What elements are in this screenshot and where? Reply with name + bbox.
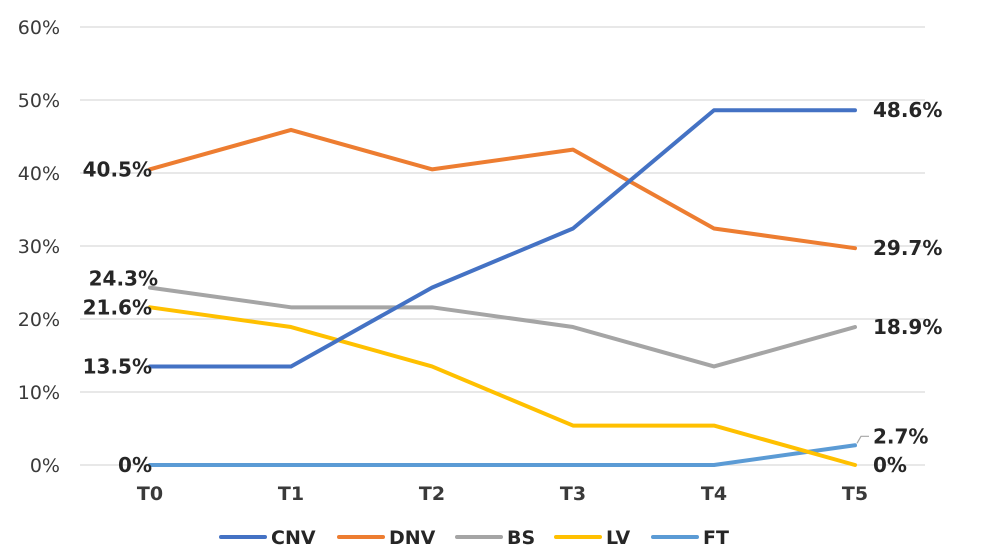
data-label: 18.9% bbox=[873, 315, 942, 339]
y-tick-label: 20% bbox=[18, 309, 60, 331]
x-tick-label: T2 bbox=[419, 483, 445, 505]
y-tick-label: 50% bbox=[18, 90, 60, 112]
legend-label: BS bbox=[507, 527, 535, 549]
y-tick-label: 40% bbox=[18, 163, 60, 185]
series-line-dnv bbox=[148, 127, 857, 251]
data-label: 40.5% bbox=[83, 157, 152, 181]
legend-item-bs: BS bbox=[455, 527, 535, 549]
data-label: 0% bbox=[873, 453, 907, 477]
series-line-lv bbox=[148, 305, 857, 467]
legend-item-ft: FT bbox=[651, 527, 729, 549]
legend: CNV DNV BS LV FT bbox=[219, 527, 729, 549]
x-tick-label: T1 bbox=[278, 483, 304, 505]
series-lines bbox=[148, 108, 857, 467]
data-label: 0% bbox=[118, 453, 152, 477]
y-tick-label: 60% bbox=[18, 17, 60, 39]
x-tick-label: T4 bbox=[701, 483, 727, 505]
data-label: 21.6% bbox=[83, 295, 152, 319]
leader-line bbox=[856, 435, 869, 444]
legend-label: FT bbox=[703, 527, 729, 549]
legend-item-dnv: DNV bbox=[337, 527, 436, 549]
data-label: 29.7% bbox=[873, 236, 942, 260]
legend-label: LV bbox=[606, 527, 630, 549]
y-tick-label: 30% bbox=[18, 236, 60, 258]
data-label: 13.5% bbox=[83, 354, 152, 378]
y-tick-label: 0% bbox=[30, 455, 60, 477]
series-line-bs bbox=[148, 285, 857, 369]
legend-label: CNV bbox=[271, 527, 316, 549]
series-line-ft bbox=[148, 443, 857, 467]
legend-label: DNV bbox=[389, 527, 436, 549]
data-label: 48.6% bbox=[873, 98, 942, 122]
x-tick-label: T5 bbox=[842, 483, 868, 505]
series-line-cnv bbox=[148, 108, 857, 369]
gridlines bbox=[80, 26, 925, 466]
data-label: 2.7% bbox=[873, 424, 928, 448]
legend-item-lv: LV bbox=[554, 527, 630, 549]
x-tick-label: T0 bbox=[137, 483, 163, 505]
data-labels: 40.5% 24.3% 21.6% 13.5% 0% 48.6% 29.7% 18.9% 2.7… bbox=[83, 98, 943, 477]
x-tick-label: T3 bbox=[560, 483, 586, 505]
y-axis-ticks: 0% 10% 20% 30% 40% 50% 60% bbox=[18, 17, 60, 477]
x-axis-ticks: T0 T1 T2 T3 T4 T5 bbox=[137, 483, 868, 505]
data-label: 24.3% bbox=[89, 267, 158, 291]
legend-item-cnv: CNV bbox=[219, 527, 316, 549]
y-tick-label: 10% bbox=[18, 382, 60, 404]
